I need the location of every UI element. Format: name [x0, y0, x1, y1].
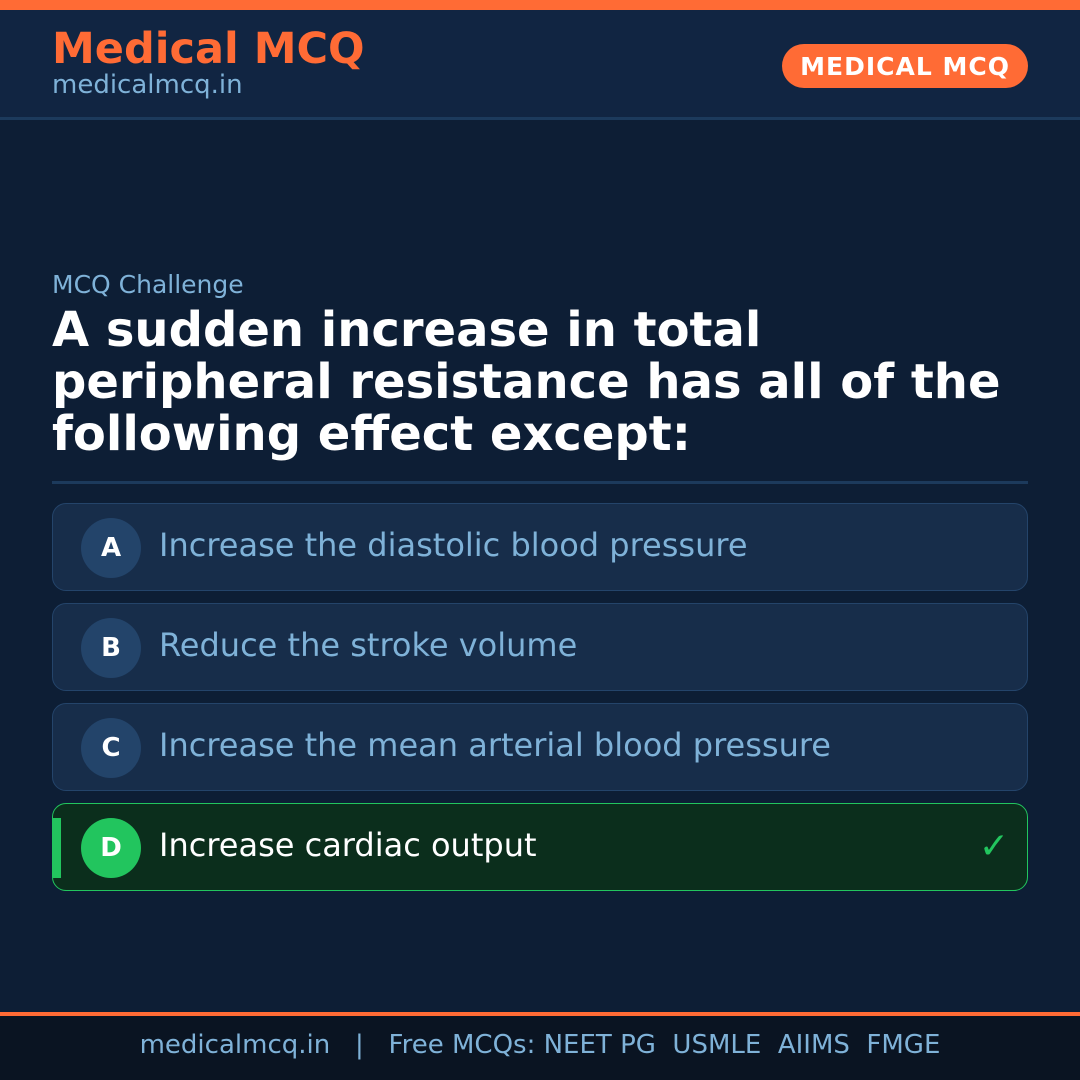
option-text: Increase cardiac output: [159, 826, 537, 864]
option-letter: A: [81, 518, 141, 578]
check-icon: ✓: [978, 826, 1009, 867]
option-text: Increase the mean arterial blood pressur…: [159, 726, 831, 764]
brand-title: Medical MCQ: [52, 24, 365, 74]
option-c[interactable]: C Increase the mean arterial blood press…: [52, 703, 1028, 791]
option-text: Increase the diastolic blood pressure: [159, 526, 748, 564]
footer-accent-line: [0, 1012, 1080, 1016]
option-b[interactable]: B Reduce the stroke volume: [52, 603, 1028, 691]
correct-indicator-bar: [53, 818, 61, 878]
option-d-correct[interactable]: D Increase cardiac output ✓: [52, 803, 1028, 891]
divider: [52, 481, 1028, 484]
kicker-label: MCQ Challenge: [52, 270, 244, 299]
footer-text: medicalmcq.in | Free MCQs: NEET PG USMLE…: [0, 1016, 1080, 1080]
option-letter: B: [81, 618, 141, 678]
option-letter: D: [81, 818, 141, 878]
option-a[interactable]: A Increase the diastolic blood pressure: [52, 503, 1028, 591]
question-text: A sudden increase in total peripheral re…: [52, 302, 1001, 462]
category-badge: MEDICAL MCQ: [782, 44, 1028, 88]
option-letter: C: [81, 718, 141, 778]
site-url: medicalmcq.in: [52, 70, 243, 100]
top-accent-bar: [0, 0, 1080, 10]
option-text: Reduce the stroke volume: [159, 626, 578, 664]
header: Medical MCQ medicalmcq.in MEDICAL MCQ: [0, 10, 1080, 120]
